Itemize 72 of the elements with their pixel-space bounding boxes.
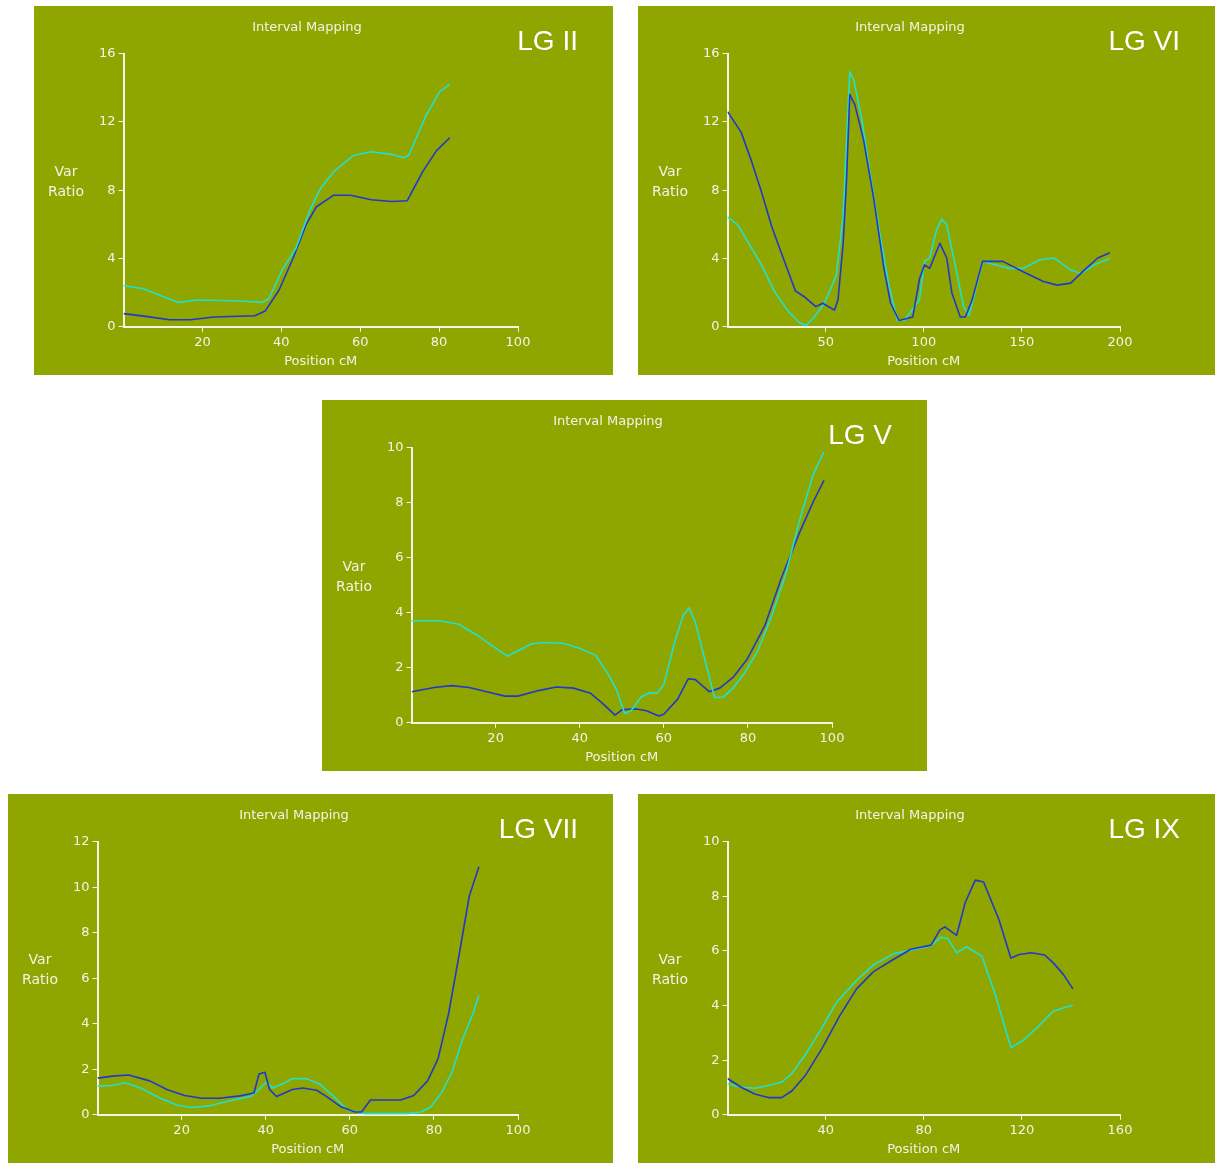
y-axis-title: Var Ratio [21, 949, 59, 989]
y-tick-label: 16 [99, 44, 116, 60]
y-tick-label: 2 [395, 659, 404, 675]
y-axis-title: Var Ratio [651, 949, 689, 989]
x-tick-label: 20 [173, 1121, 190, 1137]
y-tick-label: 2 [81, 1060, 90, 1076]
y-tick-label: 6 [711, 942, 720, 958]
y-axis-title: Var Ratio [651, 161, 689, 201]
y-tick-label: 10 [703, 832, 720, 848]
x-tick-label: 20 [487, 729, 504, 745]
y-tick-label: 8 [107, 181, 116, 197]
x-tick-label: 100 [505, 333, 531, 349]
x-tick-label: 80 [915, 1121, 933, 1137]
chart-title: Interval Mapping [252, 19, 362, 35]
x-tick-label: 60 [341, 1121, 359, 1137]
y-tick-label: 4 [711, 996, 720, 1012]
annotation: LG VI [1108, 24, 1180, 56]
annotation: LG IX [1108, 812, 1181, 844]
annotation: LG VII [498, 812, 578, 844]
x-tick-label: 160 [1107, 1121, 1133, 1137]
x-tick-label: 40 [273, 333, 290, 349]
y-tick-label: 4 [81, 1015, 90, 1031]
x-axis-title: Position cM [284, 352, 358, 368]
y-tick-label: 12 [703, 113, 720, 129]
y-axis-title: Var Ratio [335, 556, 373, 596]
annotation: LG V [828, 418, 893, 450]
x-tick-label: 40 [817, 1121, 834, 1137]
x-axis-title: Position cM [271, 1140, 345, 1156]
y-tick-label: 0 [711, 1106, 720, 1122]
chart-title: Interval Mapping [855, 807, 965, 823]
y-tick-label: 8 [395, 494, 404, 510]
x-tick-label: 50 [817, 333, 834, 349]
y-tick-label: 12 [99, 113, 116, 129]
y-tick-label: 6 [81, 969, 90, 985]
chart-title: Interval Mapping [239, 807, 349, 823]
x-tick-label: 40 [257, 1121, 274, 1137]
y-tick-label: 4 [395, 604, 404, 620]
y-tick-label: 4 [711, 249, 720, 265]
y-tick-label: 0 [81, 1106, 90, 1122]
y-tick-label: 10 [73, 878, 90, 894]
x-tick-label: 20 [194, 333, 211, 349]
x-axis-title: Position cM [887, 1140, 961, 1156]
x-axis-title: Position cM [585, 748, 659, 764]
y-tick-label: 2 [711, 1051, 720, 1067]
x-tick-label: 60 [655, 729, 673, 745]
y-tick-label: 16 [703, 44, 720, 60]
x-axis-title: Position cM [887, 352, 961, 368]
x-tick-label: 100 [505, 1121, 531, 1137]
y-tick-label: 4 [107, 249, 116, 265]
x-tick-label: 80 [430, 333, 448, 349]
y-tick-label: 6 [395, 549, 404, 565]
y-tick-label: 8 [711, 181, 720, 197]
x-tick-label: 60 [351, 333, 369, 349]
x-tick-label: 80 [425, 1121, 443, 1137]
y-tick-label: 0 [107, 318, 116, 334]
x-tick-label: 200 [1107, 333, 1133, 349]
y-axis-title: Var Ratio [47, 161, 85, 201]
x-tick-label: 40 [571, 729, 588, 745]
chart-title: Interval Mapping [553, 413, 663, 429]
x-tick-label: 100 [819, 729, 845, 745]
y-tick-label: 8 [711, 887, 720, 903]
y-tick-label: 12 [73, 832, 90, 848]
x-tick-label: 150 [1009, 333, 1035, 349]
chart-title: Interval Mapping [855, 19, 965, 35]
y-tick-label: 8 [81, 924, 90, 940]
y-tick-label: 0 [711, 318, 720, 334]
y-tick-label: 10 [387, 438, 404, 454]
annotation: LG II [517, 24, 578, 56]
x-tick-label: 100 [911, 333, 937, 349]
y-tick-label: 0 [395, 714, 404, 730]
x-tick-label: 80 [739, 729, 757, 745]
x-tick-label: 120 [1009, 1121, 1035, 1137]
